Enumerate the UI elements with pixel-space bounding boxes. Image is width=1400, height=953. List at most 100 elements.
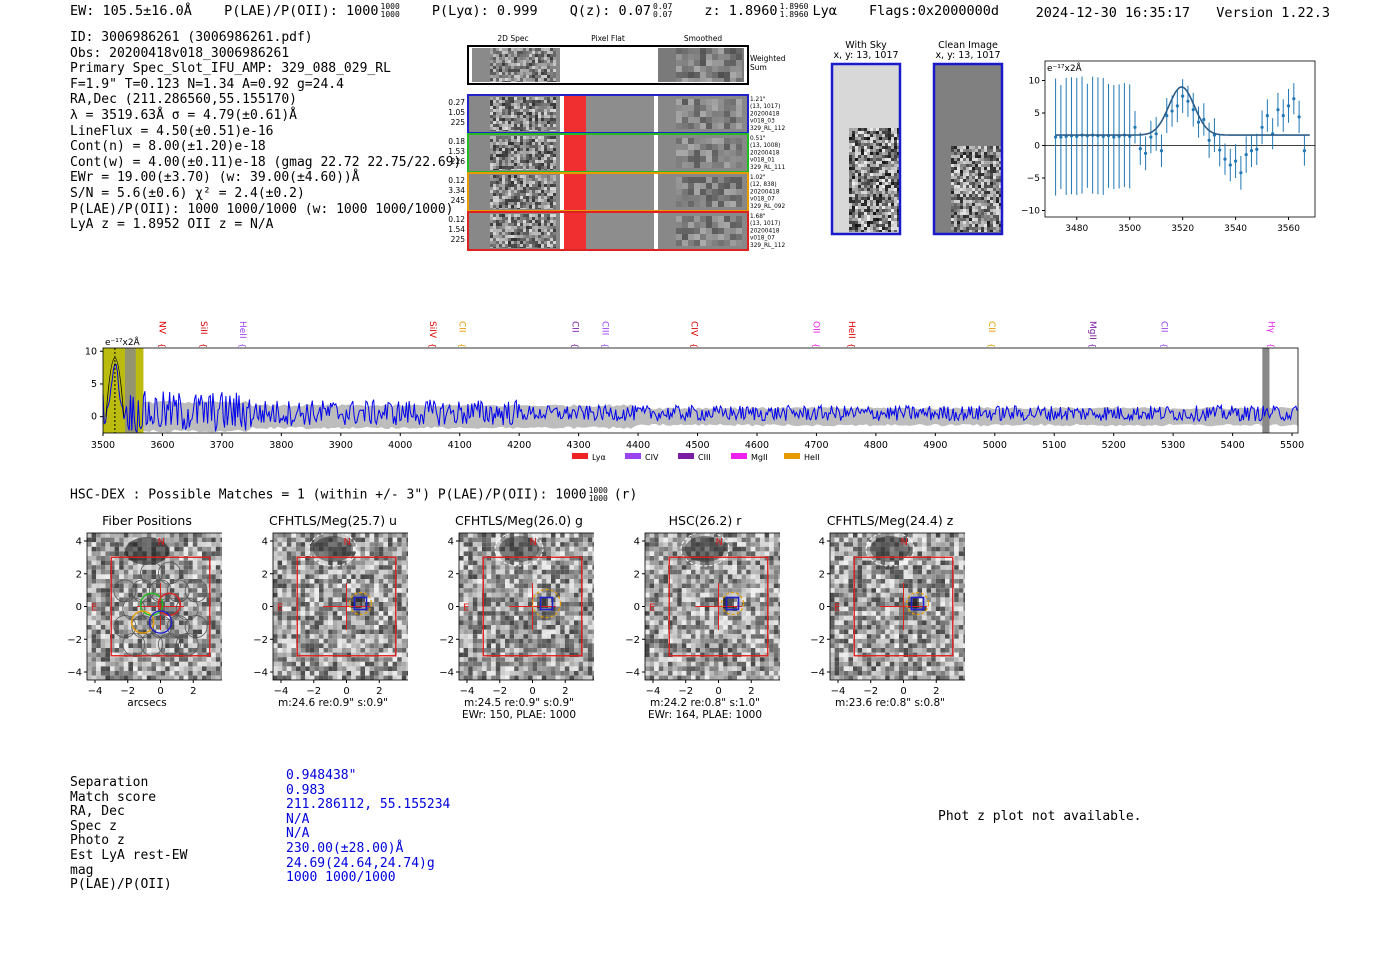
noise-pixel — [517, 145, 520, 148]
noise-pixel — [553, 187, 556, 190]
noise-pixel — [490, 223, 493, 226]
noise-pixel — [119, 551, 124, 556]
noise-pixel — [179, 533, 184, 538]
noise-pixel — [365, 583, 370, 589]
noise-pixel — [682, 144, 688, 150]
legend-label: Lyα — [592, 453, 606, 462]
noise-pixel — [975, 170, 978, 173]
noise-pixel — [502, 57, 505, 60]
noise-pixel — [192, 574, 198, 579]
noise-pixel — [508, 145, 511, 148]
noise-pixel — [351, 648, 356, 653]
noise-pixel — [156, 629, 161, 635]
noise-pixel — [291, 592, 296, 598]
noise-pixel — [520, 235, 523, 238]
noise-pixel — [972, 167, 975, 170]
noise-pixel — [96, 569, 101, 575]
noise-pixel — [105, 661, 110, 667]
noise-pixel — [517, 97, 520, 100]
noise-pixel — [211, 597, 216, 602]
noise-pixel — [547, 217, 550, 220]
noise-pixel — [511, 115, 514, 118]
noise-pixel — [538, 100, 541, 103]
spec2d-left-label: 0.12 — [448, 176, 465, 185]
noise-pixel — [957, 209, 960, 212]
noise-pixel — [374, 565, 379, 570]
noise-pixel — [960, 185, 963, 188]
noise-pixel — [360, 602, 365, 607]
noise-pixel — [374, 615, 379, 621]
noise-pixel — [490, 139, 493, 142]
data-point — [1143, 151, 1148, 155]
noise-pixel — [514, 78, 517, 81]
noise-pixel — [309, 560, 315, 566]
spec2d-gap — [654, 173, 658, 211]
noise-pixel — [520, 217, 523, 220]
noise-pixel — [885, 140, 888, 143]
noise-pixel — [993, 212, 996, 215]
data-point — [1165, 114, 1169, 118]
noise-pixel — [894, 173, 897, 176]
noise-pixel — [966, 197, 969, 200]
noise-pixel — [142, 625, 147, 630]
noise-pixel — [365, 537, 370, 543]
noise-pixel — [282, 546, 287, 552]
noise-pixel — [966, 230, 969, 232]
noise-pixel — [328, 652, 333, 658]
noise-pixel — [192, 592, 198, 598]
noise-pixel — [383, 634, 388, 639]
noise-pixel — [547, 166, 550, 169]
noise-pixel — [314, 579, 319, 584]
noise-pixel — [517, 75, 520, 78]
noise-pixel — [963, 149, 966, 152]
noise-pixel — [490, 208, 493, 209]
noise-pixel — [282, 625, 287, 630]
noise-pixel — [508, 60, 511, 63]
noise-pixel — [496, 223, 499, 226]
noise-pixel — [277, 629, 283, 635]
noise-pixel — [91, 574, 97, 579]
noise-pixel — [511, 72, 514, 75]
noise-pixel — [277, 615, 283, 621]
noise-pixel — [305, 625, 310, 630]
noise-pixel — [188, 648, 193, 653]
noise-pixel — [505, 199, 508, 202]
noise-pixel — [505, 72, 508, 75]
noise-pixel — [987, 218, 990, 221]
noise-pixel — [535, 97, 538, 100]
noise-pixel — [864, 167, 867, 170]
noise-pixel — [676, 99, 682, 105]
noise-pixel — [490, 130, 493, 131]
noise-pixel — [114, 556, 120, 561]
noise-pixel — [897, 218, 899, 221]
noise-pixel — [179, 602, 184, 607]
noise-pixel — [676, 195, 682, 201]
noise-pixel — [105, 629, 110, 635]
noise-pixel — [541, 97, 544, 100]
noise-pixel — [137, 661, 143, 667]
noise-pixel — [100, 661, 106, 667]
xtick-label: 5300 — [1161, 440, 1185, 451]
noise-pixel — [544, 157, 547, 160]
noise-pixel — [142, 615, 147, 621]
noise-pixel — [517, 160, 520, 163]
noise-pixel — [972, 218, 975, 221]
noise-pixel — [882, 182, 885, 185]
noise-pixel — [855, 230, 858, 232]
noise-pixel — [529, 60, 532, 63]
noise-pixel — [894, 182, 897, 185]
noise-pixel — [897, 155, 899, 158]
noise-pixel — [119, 666, 124, 671]
noise-pixel — [885, 173, 888, 176]
noise-pixel — [849, 131, 852, 134]
noise-pixel — [499, 178, 502, 181]
noise-pixel — [123, 597, 129, 602]
noise-pixel — [547, 187, 550, 190]
spec2d-left-label: 1.54 — [448, 225, 465, 234]
noise-pixel — [493, 66, 496, 69]
noise-pixel — [544, 124, 547, 127]
noise-pixel — [520, 223, 523, 226]
noise-pixel — [538, 181, 541, 184]
noise-pixel — [392, 625, 398, 630]
noise-pixel — [867, 164, 870, 167]
